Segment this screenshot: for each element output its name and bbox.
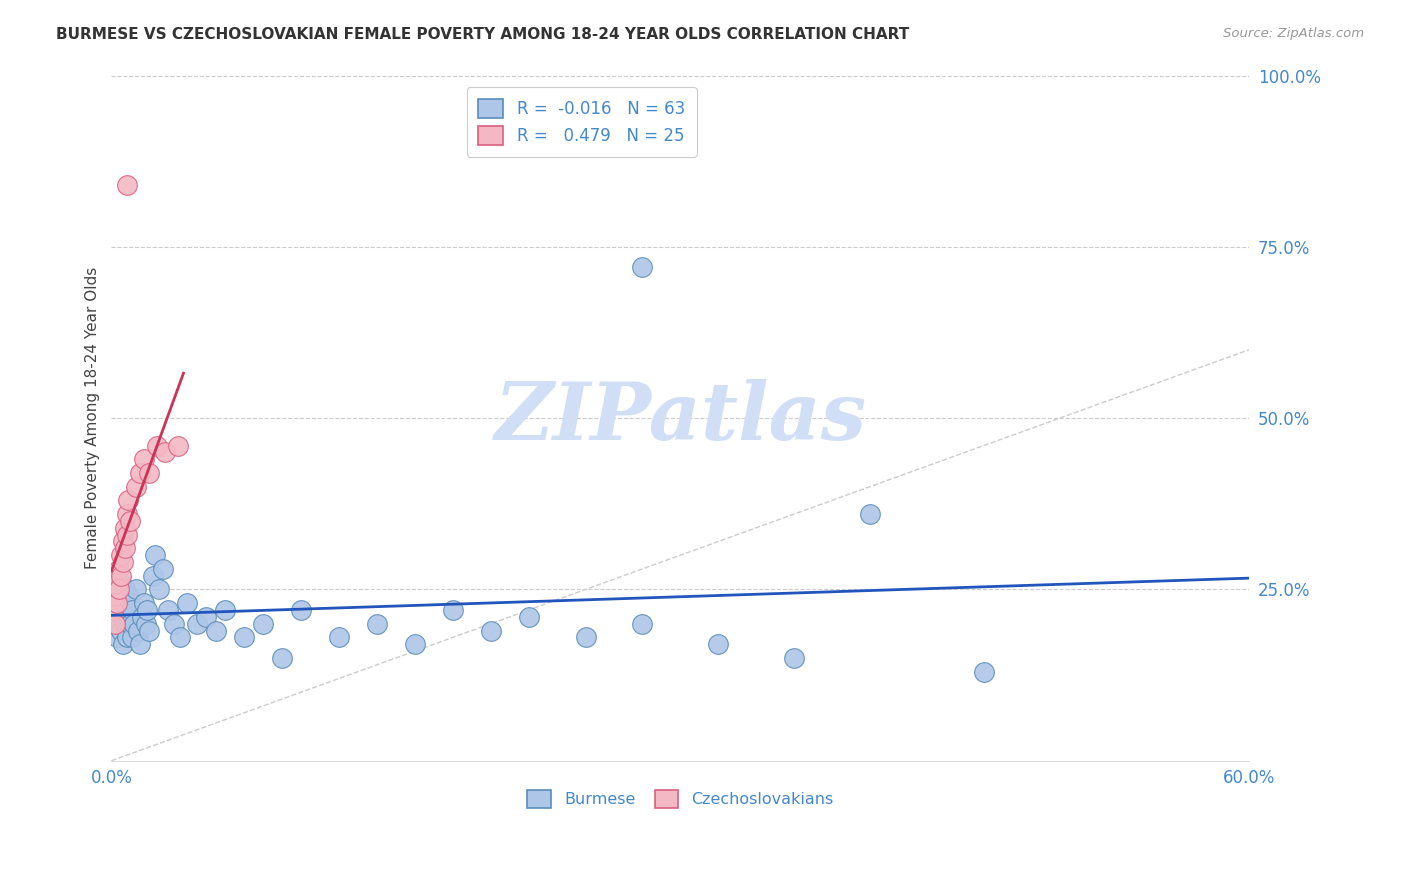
- Point: [157, 603, 180, 617]
- Point: [132, 452, 155, 467]
- Point: [441, 603, 464, 617]
- Point: [110, 568, 132, 582]
- Point: [117, 610, 139, 624]
- Point: [117, 589, 139, 603]
- Point: [104, 616, 127, 631]
- Point: [120, 514, 142, 528]
- Point: [111, 555, 134, 569]
- Point: [115, 603, 138, 617]
- Point: [120, 596, 142, 610]
- Point: [104, 582, 127, 597]
- Point: [128, 637, 150, 651]
- Point: [153, 445, 176, 459]
- Point: [233, 631, 256, 645]
- Point: [204, 624, 226, 638]
- Point: [574, 631, 596, 645]
- Point: [103, 603, 125, 617]
- Point: [195, 610, 218, 624]
- Point: [404, 637, 426, 651]
- Point: [973, 665, 995, 679]
- Point: [108, 589, 131, 603]
- Legend: Burmese, Czechoslovakians: Burmese, Czechoslovakians: [520, 783, 839, 814]
- Point: [125, 582, 148, 597]
- Point: [115, 527, 138, 541]
- Point: [110, 603, 132, 617]
- Point: [138, 466, 160, 480]
- Point: [152, 562, 174, 576]
- Point: [117, 493, 139, 508]
- Point: [127, 624, 149, 638]
- Point: [128, 466, 150, 480]
- Point: [166, 438, 188, 452]
- Point: [138, 624, 160, 638]
- Point: [136, 603, 159, 617]
- Point: [108, 582, 131, 597]
- Point: [859, 507, 882, 521]
- Point: [214, 603, 236, 617]
- Text: BURMESE VS CZECHOSLOVAKIAN FEMALE POVERTY AMONG 18-24 YEAR OLDS CORRELATION CHAR: BURMESE VS CZECHOSLOVAKIAN FEMALE POVERT…: [56, 27, 910, 42]
- Point: [131, 610, 153, 624]
- Point: [114, 541, 136, 556]
- Point: [631, 616, 654, 631]
- Point: [104, 589, 127, 603]
- Point: [115, 178, 138, 193]
- Point: [111, 637, 134, 651]
- Point: [110, 624, 132, 638]
- Point: [125, 480, 148, 494]
- Point: [135, 616, 157, 631]
- Point: [103, 603, 125, 617]
- Point: [143, 548, 166, 562]
- Point: [366, 616, 388, 631]
- Point: [105, 610, 128, 624]
- Point: [783, 651, 806, 665]
- Point: [146, 438, 169, 452]
- Point: [104, 616, 127, 631]
- Point: [169, 631, 191, 645]
- Point: [114, 616, 136, 631]
- Point: [176, 596, 198, 610]
- Point: [108, 616, 131, 631]
- Point: [115, 624, 138, 638]
- Point: [108, 562, 131, 576]
- Point: [142, 568, 165, 582]
- Point: [114, 596, 136, 610]
- Text: ZIPatlas: ZIPatlas: [495, 379, 866, 457]
- Point: [105, 596, 128, 610]
- Point: [110, 548, 132, 562]
- Point: [517, 610, 540, 624]
- Point: [121, 631, 143, 645]
- Point: [132, 596, 155, 610]
- Point: [631, 260, 654, 275]
- Point: [115, 631, 138, 645]
- Point: [163, 616, 186, 631]
- Point: [707, 637, 730, 651]
- Point: [479, 624, 502, 638]
- Point: [114, 582, 136, 597]
- Point: [105, 575, 128, 590]
- Point: [105, 631, 128, 645]
- Point: [111, 610, 134, 624]
- Point: [115, 507, 138, 521]
- Point: [121, 603, 143, 617]
- Y-axis label: Female Poverty Among 18-24 Year Olds: Female Poverty Among 18-24 Year Olds: [86, 267, 100, 569]
- Point: [114, 521, 136, 535]
- Text: Source: ZipAtlas.com: Source: ZipAtlas.com: [1223, 27, 1364, 40]
- Point: [148, 582, 170, 597]
- Point: [110, 575, 132, 590]
- Point: [290, 603, 312, 617]
- Point: [186, 616, 208, 631]
- Point: [105, 596, 128, 610]
- Point: [271, 651, 294, 665]
- Point: [122, 616, 145, 631]
- Point: [328, 631, 350, 645]
- Point: [111, 534, 134, 549]
- Point: [252, 616, 274, 631]
- Point: [120, 616, 142, 631]
